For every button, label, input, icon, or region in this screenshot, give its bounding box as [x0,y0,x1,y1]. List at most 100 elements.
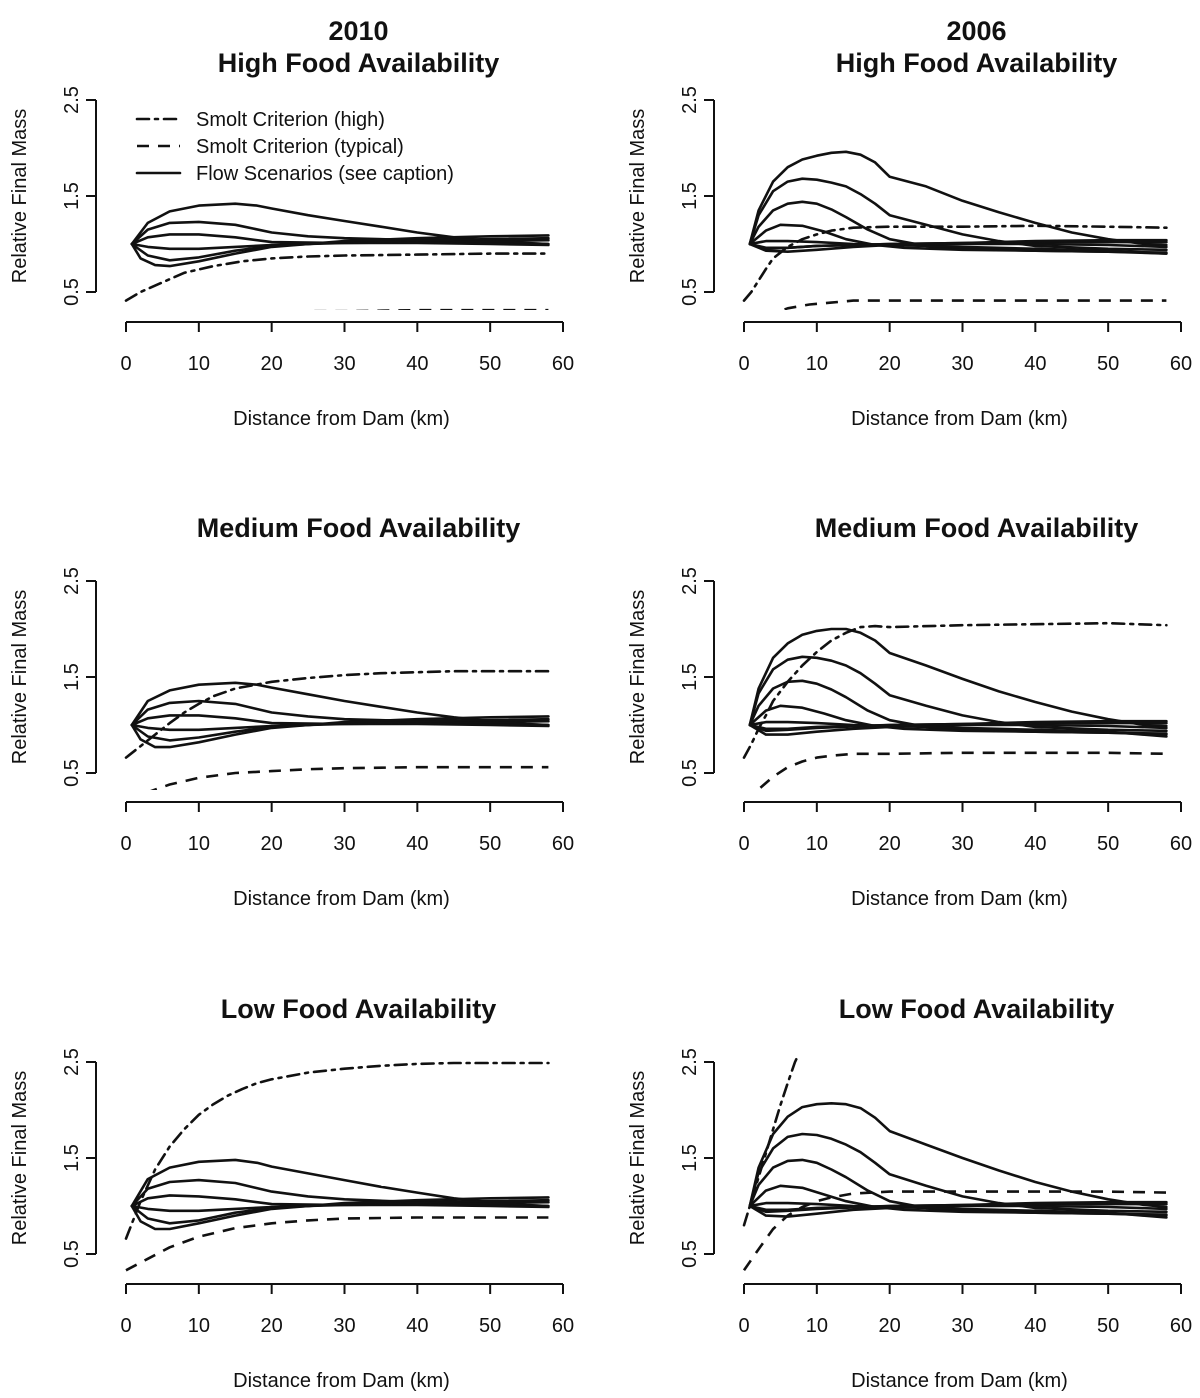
x-tick-label: 30 [951,833,973,855]
x-tick-label: 20 [879,353,901,375]
x-axis-label: Distance from Dam (km) [233,1370,450,1392]
legend-label: Smolt Criterion (typical) [196,136,404,158]
flow-scenario-line [748,1184,1168,1217]
panel-5: Low Food Availability 0 10 20 30 40 50 60 Distan… [9,994,574,1392]
legend-label: Flow Scenarios (see caption) [196,163,454,185]
x-tick-label: 50 [479,353,501,375]
x-axis-label: Distance from Dam (km) [233,408,450,430]
flow-scenario-line [748,1200,1168,1212]
x-tick-label: 10 [188,1315,210,1337]
flow-scenario-line [130,717,550,742]
flow-scenario-line [130,719,550,732]
x-tick-label: 10 [806,353,828,375]
y-tick-label: 0.5 [679,759,701,787]
x-tick-label: 40 [406,833,428,855]
smolt-criterion-high-line [742,621,1168,759]
x-tick-label: 0 [120,353,131,375]
x-tick-label: 0 [120,833,131,855]
flow-scenario-line [748,1204,1168,1218]
y-tick-label: 0.5 [61,759,83,787]
y-tick-label: 1.5 [61,1144,83,1172]
panel-title-line: Medium Food Availability [197,513,521,543]
flow-scenario-line [130,1198,550,1225]
x-tick-label: 10 [188,353,210,375]
x-tick-label: 30 [333,833,355,855]
panel-title-line: Low Food Availability [839,994,1115,1024]
x-tick-label: 0 [738,353,749,375]
y-tick-label: 2.5 [61,1048,83,1076]
x-axis-label: Distance from Dam (km) [851,408,1068,430]
x-tick-label: 60 [1170,353,1192,375]
y-tick-label: 2.5 [61,86,83,114]
y-tick-label: 0.5 [61,278,83,306]
y-tick-label: 0.5 [679,1240,701,1268]
y-tick-label: 1.5 [679,1144,701,1172]
x-axis-label: Distance from Dam (km) [851,888,1068,910]
y-tick-label: 1.5 [61,663,83,691]
y-axis-label: Relative Final Mass [9,1071,31,1246]
y-tick-label: 0.5 [679,278,701,306]
x-tick-label: 40 [1024,833,1046,855]
flow-scenario-line [748,719,1168,731]
flow-scenario-line [748,238,1168,250]
x-tick-label: 50 [479,833,501,855]
flow-scenario-line [748,655,1168,733]
y-axis-label: Relative Final Mass [627,1071,649,1246]
panel-title-line: High Food Availability [836,48,1118,78]
x-tick-label: 60 [1170,1315,1192,1337]
smolt-criterion-high-line [124,1061,550,1240]
x-tick-label: 20 [261,353,283,375]
y-tick-label: 0.5 [61,1240,83,1268]
flow-scenario-line [748,223,1168,255]
panel-3: Medium Food Availability 0 10 20 30 40 50 60 Dis… [9,513,574,910]
x-tick-label: 40 [406,353,428,375]
panel-6: Low Food Availability 0 10 20 30 40 50 60 Distan… [627,994,1192,1392]
y-tick-label: 2.5 [61,567,83,595]
flow-scenario-line [748,1102,1168,1209]
x-tick-label: 10 [806,833,828,855]
panel-title-line: 2010 [328,16,388,46]
flow-scenario-line [748,242,1168,253]
flow-scenario-line [748,704,1168,736]
smolt-criterion-typical-line [125,1216,549,1272]
x-tick-label: 40 [1024,1315,1046,1337]
panel-title-line: 2006 [946,16,1006,46]
x-tick-label: 30 [951,1315,973,1337]
flow-scenario-line [748,1132,1168,1214]
x-tick-label: 50 [1097,833,1119,855]
y-tick-label: 1.5 [679,663,701,691]
flow-scenario-line [130,714,550,728]
flow-scenario-line [130,1194,550,1209]
y-tick-label: 2.5 [679,1048,701,1076]
x-tick-label: 10 [806,1315,828,1337]
x-tick-label: 20 [879,833,901,855]
panel-4: Medium Food Availability 0 10 20 30 40 50 60 Dis… [627,513,1192,910]
flow-scenario-line [130,236,550,262]
x-tick-label: 0 [120,1315,131,1337]
x-tick-label: 0 [738,1315,749,1337]
flow-scenario-line [748,150,1168,247]
x-tick-label: 60 [552,1315,574,1337]
y-axis-label: Relative Final Mass [627,109,649,284]
x-axis-label: Distance from Dam (km) [851,1370,1068,1392]
series-group [124,1061,550,1272]
flow-scenario-line [130,715,550,749]
x-tick-label: 30 [333,353,355,375]
y-axis-label: Relative Final Mass [627,590,649,765]
x-tick-label: 50 [479,1315,501,1337]
x-tick-label: 20 [879,1315,901,1337]
series-group [742,621,1168,790]
y-tick-label: 1.5 [679,182,701,210]
flow-scenario-line [130,238,550,251]
flow-scenario-line [748,627,1168,728]
x-tick-label: 50 [1097,1315,1119,1337]
x-tick-label: 40 [406,1315,428,1337]
panel-title-line: Low Food Availability [221,994,497,1024]
flow-scenario-line [748,723,1168,736]
smolt-criterion-typical-line [150,765,549,790]
x-tick-label: 20 [261,1315,283,1337]
legend: Smolt Criterion (high) Smolt Criterion (t… [135,109,454,185]
